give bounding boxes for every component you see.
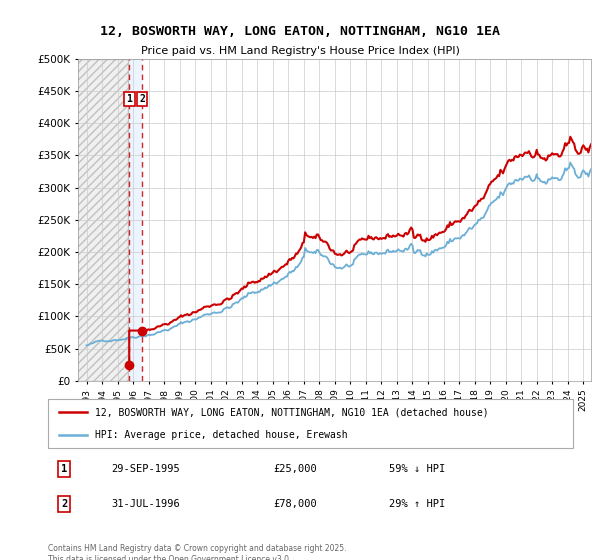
- Text: £78,000: £78,000: [274, 499, 317, 509]
- Text: 29% ↑ HPI: 29% ↑ HPI: [389, 499, 445, 509]
- Bar: [77, 59, 128, 381]
- Text: 1: 1: [61, 464, 67, 474]
- Text: 12, BOSWORTH WAY, LONG EATON, NOTTINGHAM, NG10 1EA: 12, BOSWORTH WAY, LONG EATON, NOTTINGHAM…: [100, 25, 500, 38]
- Text: 1: 1: [126, 94, 132, 104]
- Text: Contains HM Land Registry data © Crown copyright and database right 2025.
This d: Contains HM Land Registry data © Crown c…: [48, 544, 347, 560]
- Bar: [129, 59, 142, 381]
- Text: Price paid vs. HM Land Registry's House Price Index (HPI): Price paid vs. HM Land Registry's House …: [140, 46, 460, 56]
- Text: £25,000: £25,000: [274, 464, 317, 474]
- Text: 59% ↓ HPI: 59% ↓ HPI: [389, 464, 445, 474]
- FancyBboxPatch shape: [48, 399, 573, 448]
- Text: HPI: Average price, detached house, Erewash: HPI: Average price, detached house, Erew…: [95, 430, 348, 440]
- Text: 12, BOSWORTH WAY, LONG EATON, NOTTINGHAM, NG10 1EA (detached house): 12, BOSWORTH WAY, LONG EATON, NOTTINGHAM…: [95, 407, 489, 417]
- Text: 31-JUL-1996: 31-JUL-1996: [111, 499, 180, 509]
- Text: 2: 2: [61, 499, 67, 509]
- Text: 2: 2: [139, 94, 145, 104]
- Text: 29-SEP-1995: 29-SEP-1995: [111, 464, 180, 474]
